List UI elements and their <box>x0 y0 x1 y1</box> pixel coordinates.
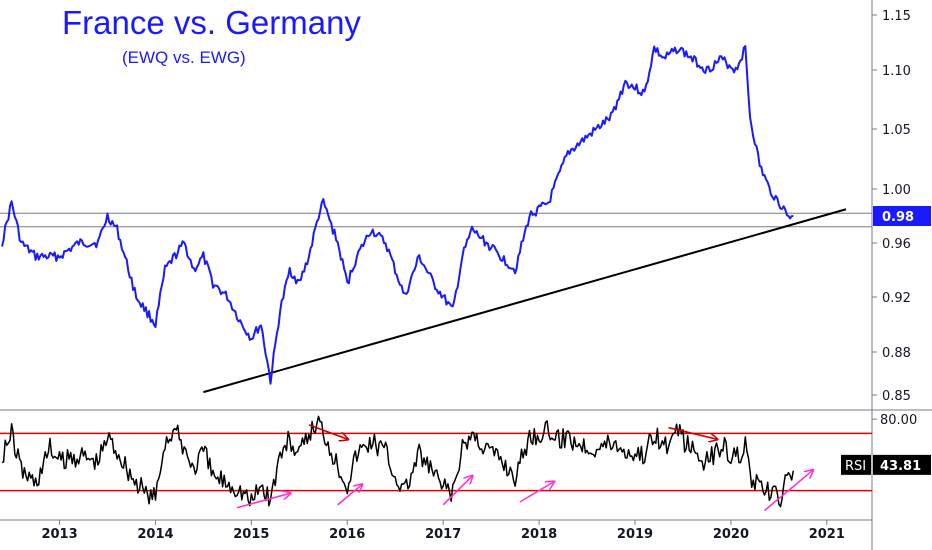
bullish-divergence-arrow <box>337 485 362 506</box>
rsi-value-badge <box>873 454 931 475</box>
rsi-value-label: 43.81 <box>880 459 921 474</box>
price-y-tick-label: 0.85 <box>882 389 911 404</box>
x-tick-label: 2018 <box>521 527 557 542</box>
x-tick-label: 2015 <box>233 527 269 542</box>
rsi-name-label: RSI <box>845 459 866 474</box>
support-trendline <box>203 208 847 394</box>
chart-subtitle: (EWQ vs. EWG) <box>122 48 246 67</box>
rsi-name-badge <box>841 454 871 475</box>
bullish-divergence-arrow <box>519 482 554 503</box>
rsi-series-line <box>1 415 795 508</box>
x-tick-label: 2016 <box>329 527 365 542</box>
x-tick-label: 2021 <box>809 527 845 542</box>
x-tick-label: 2013 <box>41 527 77 542</box>
price-y-tick-label: 1.05 <box>882 123 911 138</box>
chart-title: France vs. Germany <box>62 4 361 41</box>
price-y-tick-label: 1.10 <box>882 64 911 79</box>
price-y-tick-label: 0.96 <box>882 237 911 252</box>
price-y-tick-label: 1.00 <box>882 183 911 198</box>
bullish-divergence-arrow <box>442 476 472 506</box>
last-price-badge <box>873 206 931 226</box>
price-y-tick-label: 0.92 <box>882 291 911 306</box>
x-tick-label: 2017 <box>425 527 461 542</box>
price-series-line <box>1 45 794 385</box>
rsi-y-tick-label: 80.00 <box>880 413 917 428</box>
bearish-divergence-arrow <box>668 426 717 439</box>
price-y-tick-label: 1.15 <box>882 9 911 24</box>
x-tick-label: 2020 <box>713 527 749 542</box>
x-tick-label: 2019 <box>617 527 653 542</box>
x-tick-label: 2014 <box>137 527 173 542</box>
bullish-divergence-arrow <box>763 471 812 512</box>
bullish-divergence-arrow <box>236 493 290 509</box>
price-y-tick-label: 0.88 <box>882 346 911 361</box>
last-price-label: 0.98 <box>882 210 914 225</box>
bearish-divergence-arrow <box>308 424 347 439</box>
